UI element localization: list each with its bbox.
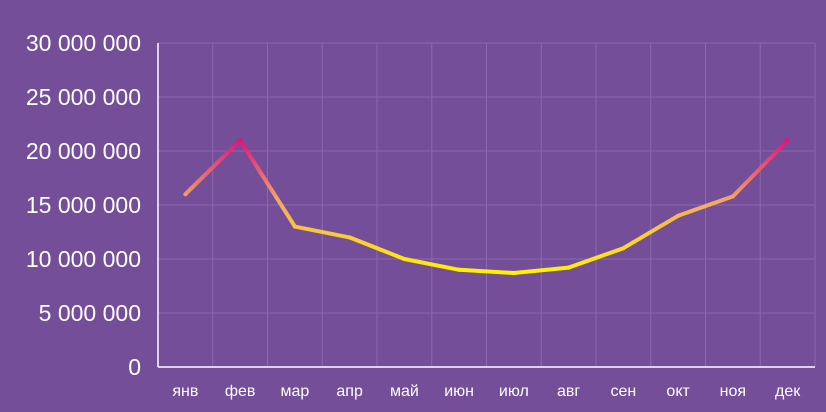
data-point xyxy=(238,138,243,143)
y-tick-label: 25 000 000 xyxy=(26,84,141,110)
x-tick-label: июл xyxy=(499,383,529,400)
x-tick-label: фев xyxy=(225,383,256,400)
x-tick-label: сен xyxy=(611,383,637,400)
y-tick-label: 0 xyxy=(128,354,141,380)
x-tick-label: июн xyxy=(444,383,474,400)
data-point xyxy=(292,224,297,229)
data-point xyxy=(402,257,407,261)
y-tick-label: 10 000 000 xyxy=(26,246,141,272)
x-tick-label: мар xyxy=(280,383,309,400)
data-point xyxy=(621,246,626,251)
series xyxy=(183,138,790,276)
data-point xyxy=(566,265,571,270)
x-tick-label: янв xyxy=(172,383,198,400)
data-point xyxy=(730,194,735,199)
grid xyxy=(158,42,816,367)
data-point xyxy=(347,235,352,240)
y-tick-label: 5 000 000 xyxy=(39,300,141,326)
x-tick-label: окт xyxy=(666,383,690,400)
series-line xyxy=(183,138,790,275)
y-axis-tick-labels: 0 5 000 000 10 000 000 15 000 000 20 000 000… xyxy=(26,30,141,380)
x-tick-label: авг xyxy=(557,383,580,400)
data-point xyxy=(785,138,790,143)
x-tick-label: ноя xyxy=(720,383,746,400)
axes xyxy=(157,43,815,368)
y-tick-label: 20 000 000 xyxy=(26,138,141,164)
data-point xyxy=(511,271,516,276)
y-tick-label: 15 000 000 xyxy=(26,192,141,218)
data-point xyxy=(676,213,681,218)
x-tick-label: апр xyxy=(336,383,363,400)
data-point xyxy=(183,192,188,197)
data-point xyxy=(457,267,462,272)
x-tick-label: май xyxy=(390,383,419,400)
y-tick-label: 30 000 000 xyxy=(26,30,141,56)
x-axis-tick-labels: янв фев мар апр май июн июл авг сен окт ноя дек xyxy=(172,383,801,400)
x-tick-label: дек xyxy=(775,383,801,400)
